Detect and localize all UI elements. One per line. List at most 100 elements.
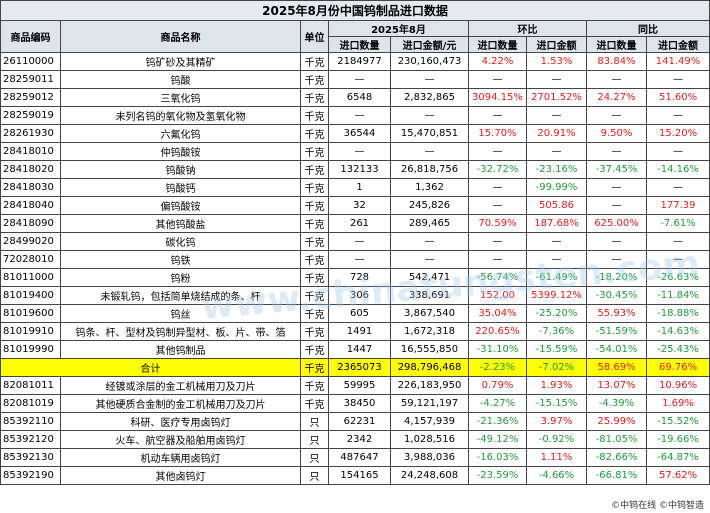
cell: 钨丝 (60, 304, 301, 323)
cell: 3,867,540 (390, 304, 469, 323)
cell: 10.96% (645, 376, 710, 395)
cell: — (390, 232, 469, 251)
header-cell: 进口数量 (328, 36, 391, 53)
cell: -51.59% (586, 322, 647, 341)
cell: 85392130 (0, 448, 61, 467)
cell: — (328, 232, 391, 251)
data-row: 81011000 钨粉 千克 728 542,471 -56.74% -61.49% -18.… (0, 268, 710, 287)
cell: -81.05% (586, 430, 647, 449)
data-row: 28261930 六氟化钨 千克 36544 15,470,851 15.70% 20.91… (0, 124, 710, 143)
cell: -99.99% (526, 178, 587, 197)
cell: — (526, 232, 587, 251)
cell: 13.07% (586, 376, 647, 395)
cell: 245,826 (390, 196, 469, 215)
cell: 81019990 (0, 340, 61, 359)
cell: — (328, 142, 391, 161)
cell: -21.36% (468, 412, 527, 431)
cell: 千克 (300, 268, 329, 287)
cell: — (586, 196, 647, 215)
data-row: 81019400 未锻轧钨，包括简单烧结成的条、杆 千克 306 338,691 152.… (0, 286, 710, 305)
cell: 85392120 (0, 430, 61, 449)
cell: 3,988,036 (390, 448, 469, 467)
cell: 81019910 (0, 322, 61, 341)
cell: 千克 (300, 124, 329, 143)
cell: 35.04% (468, 304, 527, 323)
cell: 千克 (300, 322, 329, 341)
cell: -56.74% (468, 268, 527, 287)
cell: 其他钨制品 (60, 340, 301, 359)
cell: — (390, 250, 469, 269)
cell: 钨酸钙 (60, 178, 301, 197)
cell: 未列名钨的氧化物及氢氧化物 (60, 106, 301, 125)
cell: -14.16% (645, 160, 710, 179)
cell: 千克 (300, 52, 329, 71)
header-cell: 2025年8月 (328, 20, 469, 37)
cell: — (645, 70, 710, 89)
cell: -15.52% (645, 412, 710, 431)
cell: 26110000 (0, 52, 61, 71)
cell: — (328, 106, 391, 125)
cell: 505.86 (526, 196, 587, 215)
cell: 728 (328, 268, 391, 287)
cell: -11.84% (645, 286, 710, 305)
footer: ©中钨在线 ©中钨智造 (611, 501, 704, 511)
header-cell: 进口数量 (586, 36, 647, 53)
cell: -4.27% (468, 394, 527, 413)
cell: 钨铁 (60, 250, 301, 269)
cell: 千克 (300, 376, 329, 395)
header-cell: 商品名称 (60, 20, 301, 53)
cell: 3.97% (526, 412, 587, 431)
cell: 220.65% (468, 322, 527, 341)
cell: -25.20% (526, 304, 587, 323)
cell: 85392190 (0, 466, 61, 485)
cell: 千克 (300, 196, 329, 215)
cell: 2365073 (328, 358, 391, 377)
cell: 0.79% (468, 376, 527, 395)
cell: 只 (300, 412, 329, 431)
cell: 2701.52% (526, 88, 587, 107)
cell: — (586, 106, 647, 125)
cell: 千克 (300, 160, 329, 179)
cell: 26,818,756 (390, 160, 469, 179)
header-cell: 进口金额/元 (390, 36, 469, 53)
header-cell: 进口数量 (468, 36, 527, 53)
cell: -82.66% (586, 448, 647, 467)
cell: 132133 (328, 160, 391, 179)
cell: 3094.15% (468, 88, 527, 107)
cell: 28259019 (0, 106, 61, 125)
data-row: 72028010 钨铁 千克 — — — — — — (0, 250, 710, 269)
cell: 只 (300, 448, 329, 467)
cell: — (468, 196, 527, 215)
cell: 千克 (300, 394, 329, 413)
cell: 偏钨酸铵 (60, 196, 301, 215)
cell: — (390, 106, 469, 125)
cell: -37.45% (586, 160, 647, 179)
cell: -15.15% (526, 394, 587, 413)
data-row: 28259011 钨酸 千克 — — — — — — (0, 70, 710, 89)
cell: 六氟化钨 (60, 124, 301, 143)
cell: 605 (328, 304, 391, 323)
cell: — (586, 232, 647, 251)
cell: 1.11% (526, 448, 587, 467)
data-row: 81019990 其他钨制品 千克 1447 16,555,850 -31.10% -15.… (0, 340, 710, 359)
data-row: 28499020 碳化钨 千克 — — — — — — (0, 232, 710, 251)
cell: 1,362 (390, 178, 469, 197)
data-row: 82081019 其他硬质合金制的金工机械用刀及刀片 千克 38450 59,121,1… (0, 394, 710, 413)
cell: 千克 (300, 142, 329, 161)
cell: 85392110 (0, 412, 61, 431)
cell: 钨条、杆、型材及钨制异型材、板、片、带、箔 (60, 322, 301, 341)
cell: -4.39% (586, 394, 647, 413)
cell: 千克 (300, 232, 329, 251)
cell: 仲钨酸铵 (60, 142, 301, 161)
cell: 未锻轧钨，包括简单烧结成的条、杆 (60, 286, 301, 305)
cell: 千克 (300, 88, 329, 107)
cell: 154165 (328, 466, 391, 485)
cell: 69.76% (645, 358, 710, 377)
cell: — (468, 70, 527, 89)
cell: 306 (328, 286, 391, 305)
cell: — (645, 250, 710, 269)
cell: 15,470,851 (390, 124, 469, 143)
cell: -18.88% (645, 304, 710, 323)
cell: — (586, 70, 647, 89)
